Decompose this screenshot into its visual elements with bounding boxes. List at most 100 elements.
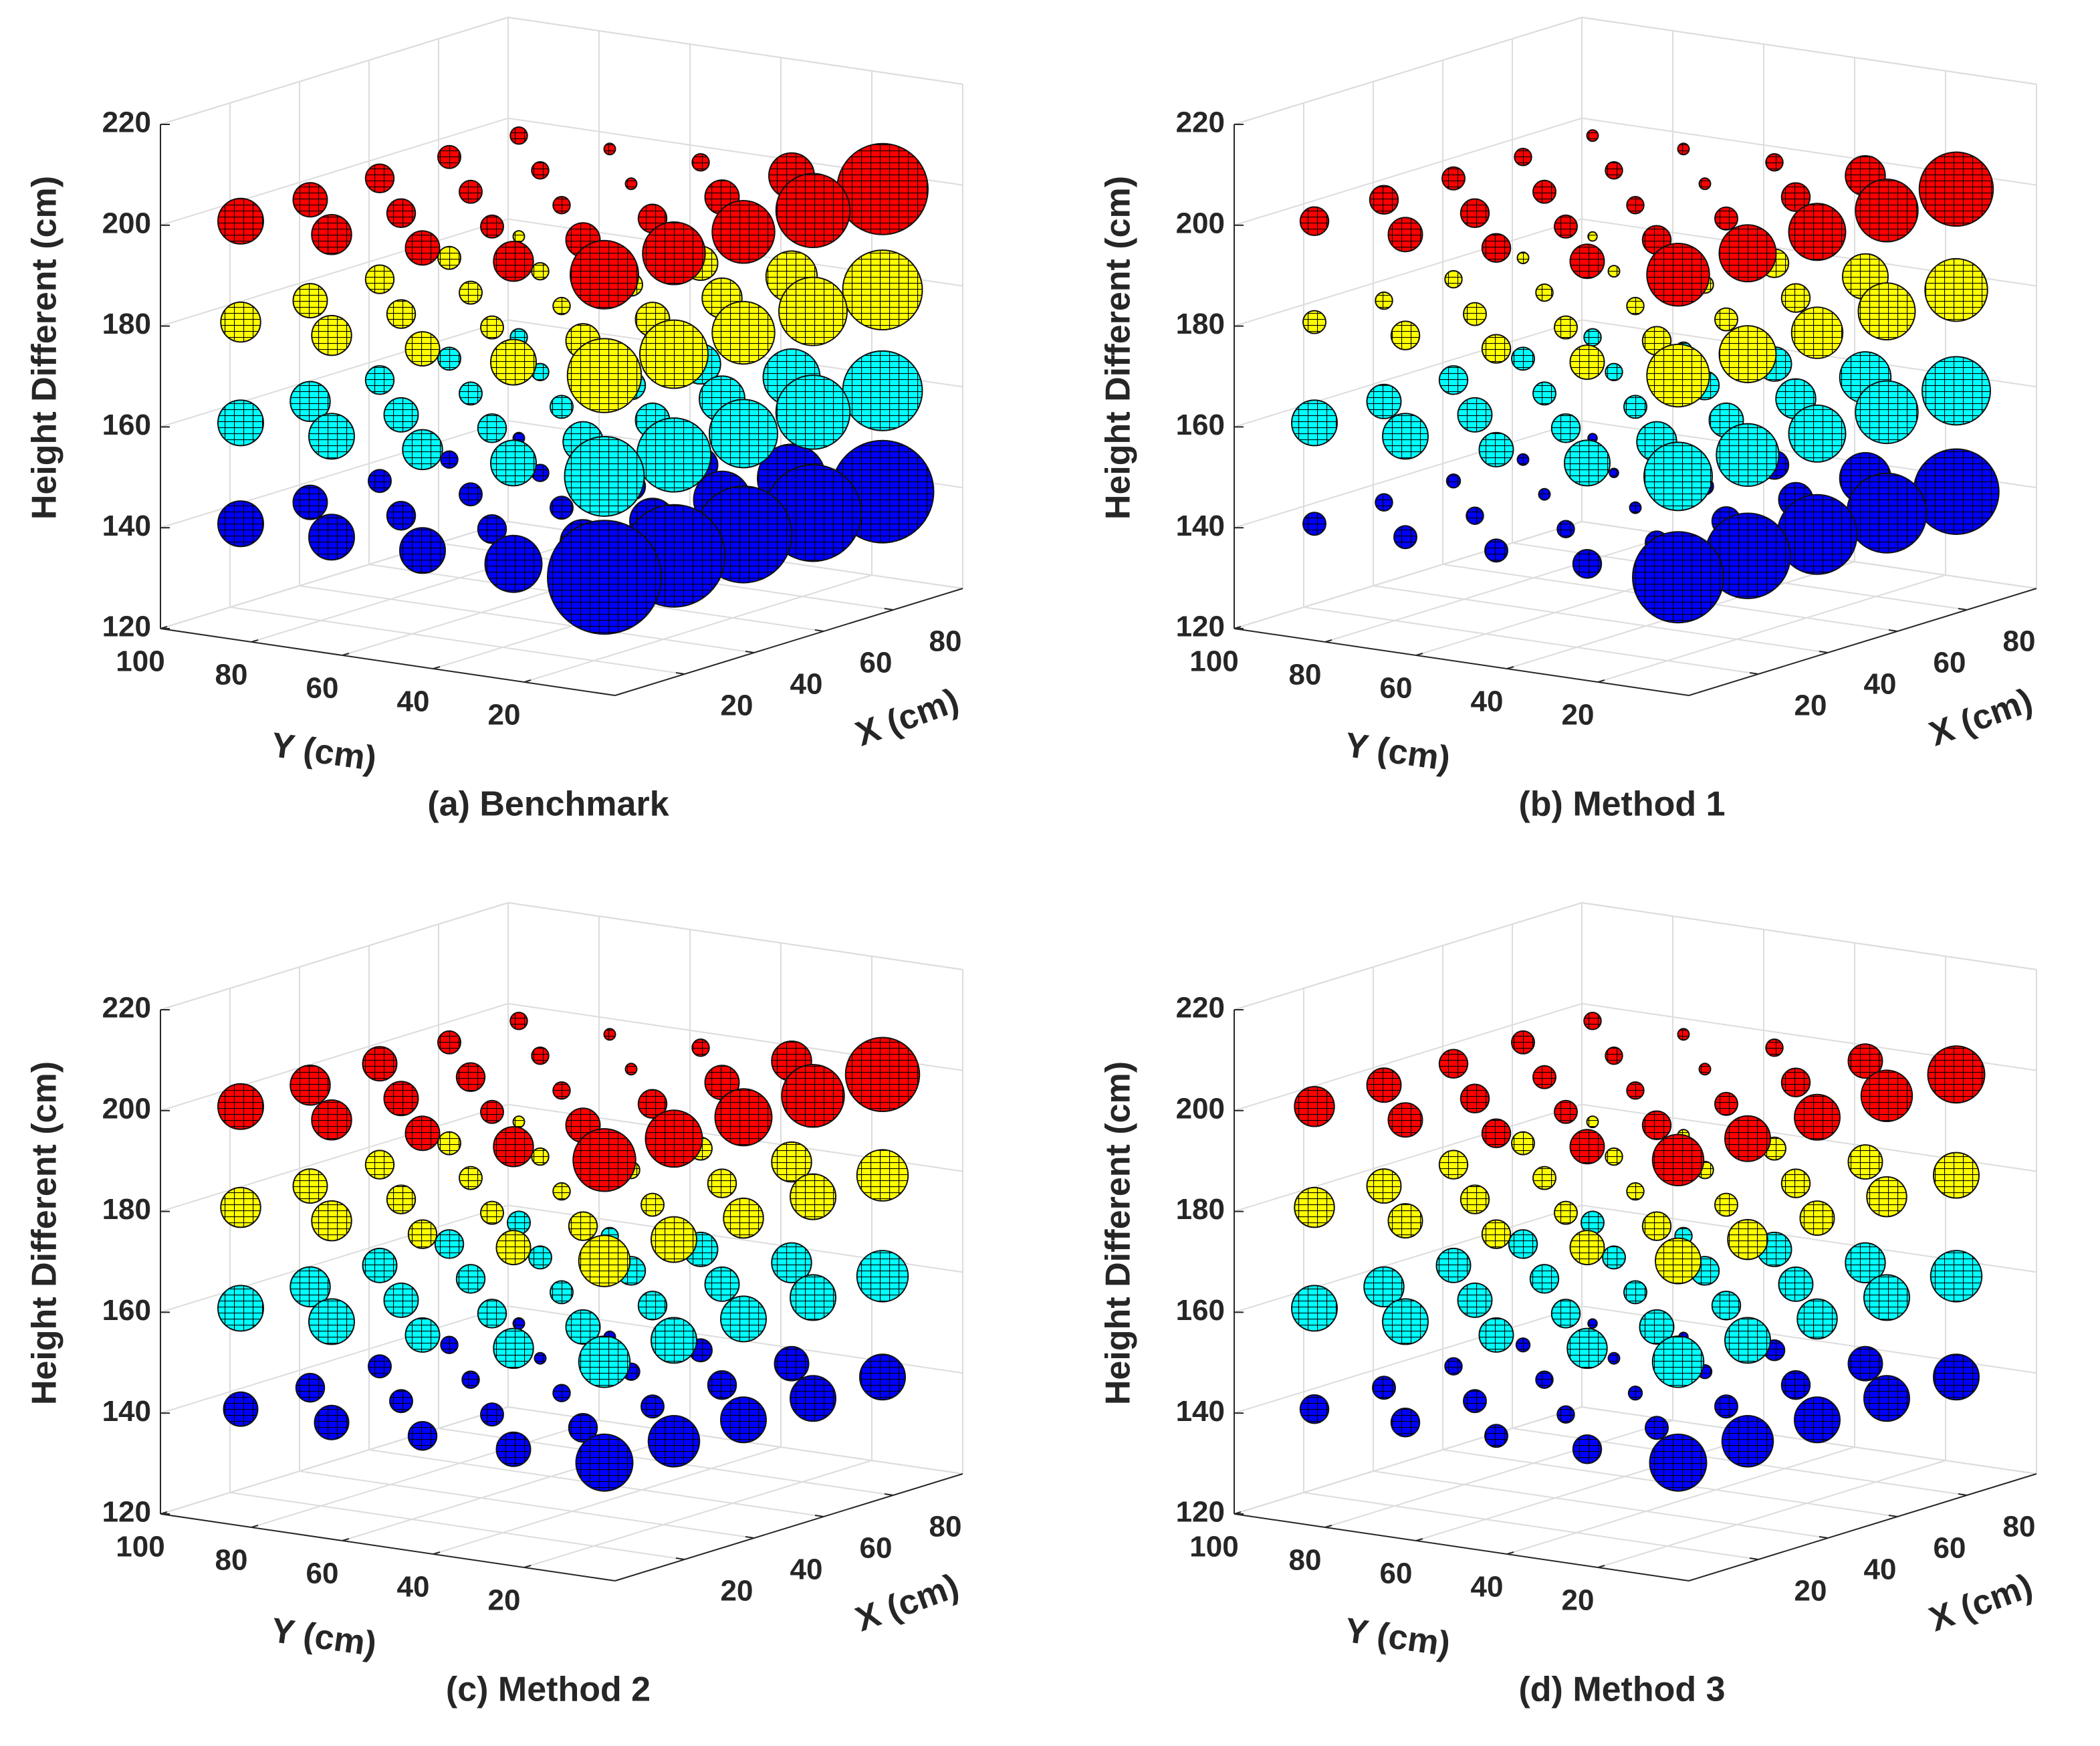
panel: 120 140 160 180 200 220 20 40 60 80 100 20 40 60 80 Hei… xyxy=(1099,17,2037,824)
sphere xyxy=(480,1200,504,1225)
grid-line xyxy=(160,17,509,125)
sphere xyxy=(603,142,616,156)
sphere xyxy=(1569,1129,1605,1165)
sphere xyxy=(1607,265,1621,278)
sphere xyxy=(856,1250,909,1303)
sphere xyxy=(364,163,395,194)
y-tick xyxy=(1597,679,1605,683)
sphere xyxy=(386,500,417,531)
sphere xyxy=(1554,1099,1578,1124)
sphere xyxy=(1794,1093,1841,1141)
y-axis-label: Y (cm) xyxy=(269,1611,379,1664)
y-tick-label: 100 xyxy=(1189,1531,1238,1563)
sphere xyxy=(1463,1389,1487,1414)
sphere xyxy=(720,1396,767,1444)
sphere xyxy=(1847,1144,1883,1180)
sphere xyxy=(1714,1192,1738,1217)
sphere xyxy=(1556,1405,1575,1424)
y-tick xyxy=(1324,639,1332,643)
sphere xyxy=(440,450,459,469)
sphere xyxy=(575,1433,634,1492)
x-tick-label: 80 xyxy=(2003,1511,2036,1543)
sphere xyxy=(550,395,574,419)
z-tick-label: 160 xyxy=(102,1294,151,1327)
sphere xyxy=(1484,1424,1508,1448)
grid-line xyxy=(1303,607,1759,675)
grid-line xyxy=(1234,218,1583,327)
sphere xyxy=(1586,1115,1599,1129)
sphere xyxy=(771,1242,812,1284)
sphere xyxy=(311,1200,352,1242)
sphere xyxy=(1363,1266,1405,1308)
sphere xyxy=(1627,1386,1643,1401)
grid-line xyxy=(1373,1470,1829,1539)
sphere xyxy=(480,214,504,239)
sphere xyxy=(477,1299,507,1329)
sphere xyxy=(493,241,534,282)
sphere xyxy=(1927,1045,1986,1104)
sphere xyxy=(790,1375,836,1422)
sphere xyxy=(1299,206,1330,237)
sphere xyxy=(217,500,264,548)
sphere xyxy=(1863,1375,1910,1422)
y-tick-label: 100 xyxy=(116,1531,164,1563)
x-tick xyxy=(1819,651,1829,653)
sphere xyxy=(640,1394,665,1419)
x-tick xyxy=(1888,629,1898,632)
sphere xyxy=(1529,1264,1560,1294)
x-axis-label: X (cm) xyxy=(1924,681,2037,754)
z-tick-label: 120 xyxy=(1176,611,1225,643)
x-tick xyxy=(814,1515,824,1517)
sphere xyxy=(552,296,571,316)
sphere xyxy=(691,1039,710,1057)
x-tick-label: 40 xyxy=(1864,668,1897,701)
sphere xyxy=(1933,1353,1980,1401)
y-tick-label: 40 xyxy=(397,1571,430,1604)
x-tick xyxy=(1749,672,1759,675)
sphere xyxy=(1532,1166,1556,1190)
sphere xyxy=(1626,196,1645,215)
sphere xyxy=(292,484,328,520)
sphere xyxy=(636,417,712,493)
sphere xyxy=(637,1291,668,1321)
y-tick xyxy=(523,679,532,683)
x-axis xyxy=(614,1473,963,1581)
sphere xyxy=(624,1063,638,1076)
sphere xyxy=(509,1012,528,1030)
sphere xyxy=(1445,473,1462,489)
sphere xyxy=(566,338,643,413)
sphere xyxy=(531,261,550,281)
sphere xyxy=(1511,1030,1535,1055)
sphere xyxy=(1794,1396,1841,1444)
x-tick xyxy=(1749,1557,1759,1560)
y-axis-label: Y (cm) xyxy=(1343,1611,1453,1664)
x-axis xyxy=(1688,1473,2037,1581)
sphere xyxy=(440,1335,459,1354)
grid-line xyxy=(299,585,755,653)
sphere xyxy=(1609,467,1619,479)
panel-title: (d) Method 3 xyxy=(1518,1670,1725,1709)
sphere xyxy=(1641,1110,1672,1141)
sphere xyxy=(217,399,264,447)
sphere xyxy=(1481,233,1512,263)
sphere xyxy=(1556,520,1575,538)
sphere xyxy=(1645,1416,1669,1440)
sphere xyxy=(547,520,662,635)
sphere xyxy=(459,1166,483,1190)
grid-line xyxy=(160,1305,509,1414)
y-tick-label: 20 xyxy=(1562,1584,1595,1617)
y-tick xyxy=(160,1511,168,1515)
sphere xyxy=(1799,1200,1835,1236)
sphere xyxy=(311,214,352,255)
sphere xyxy=(1515,1337,1531,1353)
sphere xyxy=(1857,282,1916,341)
sphere xyxy=(565,1309,601,1345)
y-axis-label: Y (cm) xyxy=(1343,726,1453,778)
y-tick-label: 20 xyxy=(488,1584,521,1617)
grid-line xyxy=(160,902,509,1010)
sphere xyxy=(647,1414,701,1468)
grid-line xyxy=(251,534,600,643)
z-tick-label: 160 xyxy=(1176,1294,1225,1327)
sphere xyxy=(292,182,328,218)
